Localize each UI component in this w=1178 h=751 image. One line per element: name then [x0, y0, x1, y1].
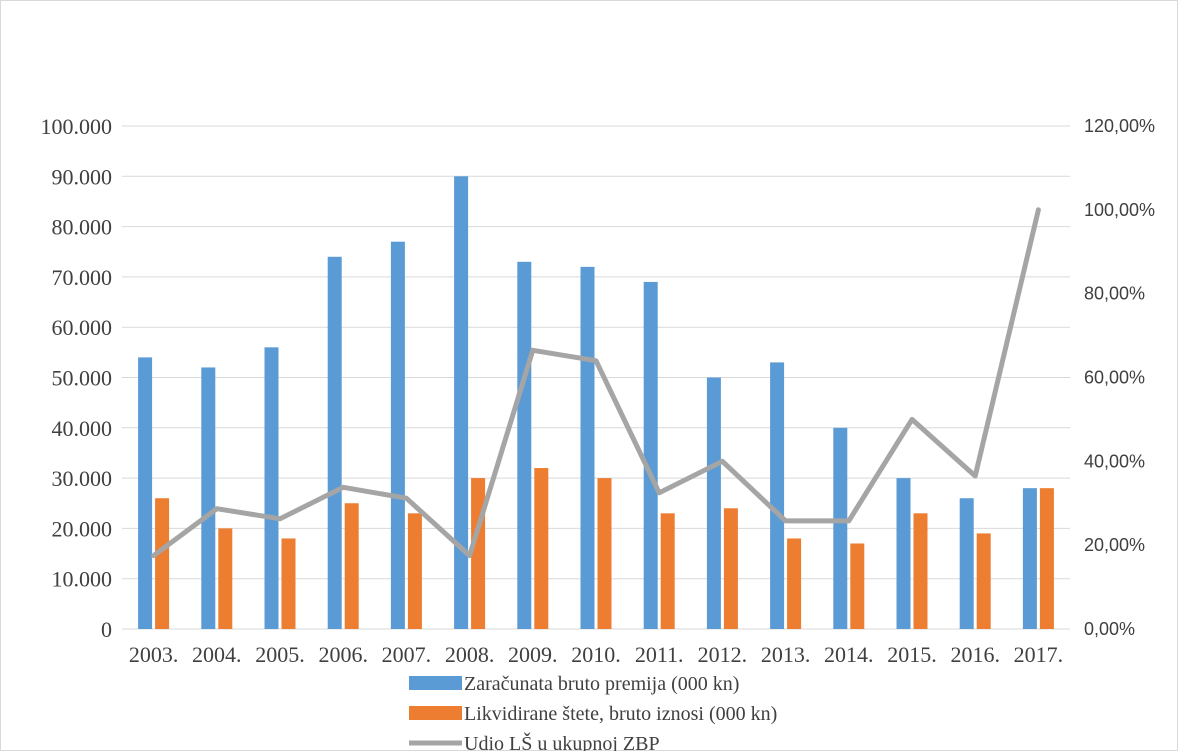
bar-claims — [407, 513, 422, 629]
bar-claims — [1039, 488, 1054, 629]
legend-swatch — [409, 676, 462, 690]
legend: Zaračunata bruto premija (000 kn) Likvidi… — [409, 673, 777, 751]
bar-claims — [723, 508, 738, 629]
left-tick-label: 10.000 — [52, 567, 113, 592]
bar-premium — [643, 281, 658, 629]
bar-claims — [155, 498, 170, 629]
bar-premium — [833, 427, 848, 629]
right-axis: 0,00% 20,00% 40,00% 60,00% 80,00% 100,00% 120,… — [1084, 116, 1155, 639]
category-label: 2013. — [761, 642, 811, 667]
bar-premium — [517, 261, 532, 629]
category-label: 2014. — [824, 642, 874, 667]
left-tick-label: 60.000 — [52, 315, 113, 340]
left-tick-label: 20.000 — [52, 516, 113, 541]
right-tick-label: 120,00% — [1084, 116, 1155, 136]
line-series — [151, 207, 1041, 559]
bar-claims — [218, 528, 233, 629]
left-tick-label: 0 — [101, 617, 112, 642]
bar-claims — [660, 513, 675, 629]
bar-claims — [534, 468, 549, 629]
bar-claims — [344, 503, 359, 629]
bar-claims — [281, 538, 296, 629]
category-label: 2016. — [950, 642, 1000, 667]
left-tick-label: 80.000 — [52, 215, 113, 240]
legend-label: Zaračunata bruto premija (000 kn) — [464, 673, 739, 695]
bar-claims — [913, 513, 928, 629]
left-axis: 0 10.000 20.000 30.000 40.000 50.000 60.000 70.… — [41, 114, 113, 642]
right-tick-label: 100,00% — [1084, 200, 1155, 220]
left-tick-label: 70.000 — [52, 265, 113, 290]
right-tick-label: 0,00% — [1084, 619, 1135, 639]
category-label: 2015. — [887, 642, 937, 667]
category-label: 2008. — [445, 642, 495, 667]
bar-claims — [787, 538, 802, 629]
category-label: 2007. — [382, 642, 432, 667]
right-tick-label: 40,00% — [1084, 451, 1145, 471]
left-tick-label: 30.000 — [52, 466, 113, 491]
legend-label: Udio LŠ u ukupnoj ZBP — [464, 731, 660, 751]
left-tick-label: 100.000 — [41, 114, 113, 139]
left-tick-label: 40.000 — [52, 416, 113, 441]
bar-premium — [264, 347, 279, 629]
right-tick-label: 20,00% — [1084, 535, 1145, 555]
category-label: 2003. — [129, 642, 179, 667]
left-tick-label: 90.000 — [52, 164, 113, 189]
bar-premium — [138, 357, 153, 629]
legend-swatch — [409, 706, 462, 720]
category-label: 2004. — [192, 642, 242, 667]
category-label: 2010. — [571, 642, 621, 667]
category-label: 2011. — [635, 642, 684, 667]
category-label: 2005. — [255, 642, 305, 667]
right-tick-label: 60,00% — [1084, 368, 1145, 388]
right-tick-label: 80,00% — [1084, 284, 1145, 304]
bar-claims — [976, 533, 991, 629]
category-axis: 2003. 2004. 2005. 2006. 2007. 2008. 2009. 2010.… — [129, 642, 1063, 667]
bar-premium — [201, 367, 216, 629]
bar-premium — [327, 256, 342, 629]
bar-premium — [896, 478, 911, 629]
bar-claims — [471, 478, 486, 629]
bar-premium — [959, 498, 974, 629]
bar-premium — [580, 266, 595, 629]
gridlines — [122, 125, 1070, 630]
bar-premium — [390, 241, 405, 629]
legend-label: Likvidirane štete, bruto iznosi (000 kn) — [464, 703, 777, 725]
category-label: 2012. — [698, 642, 748, 667]
bar-premium — [770, 362, 785, 629]
bar-premium — [454, 176, 469, 630]
bar-claims — [597, 478, 612, 629]
bars — [138, 176, 1054, 630]
category-label: 2006. — [318, 642, 368, 667]
line-share — [151, 207, 1041, 559]
bar-claims — [850, 543, 865, 629]
bar-premium — [706, 377, 721, 629]
category-label: 2017. — [1014, 642, 1064, 667]
category-label: 2009. — [508, 642, 558, 667]
left-tick-label: 50.000 — [52, 366, 113, 391]
bar-premium — [1022, 488, 1037, 629]
